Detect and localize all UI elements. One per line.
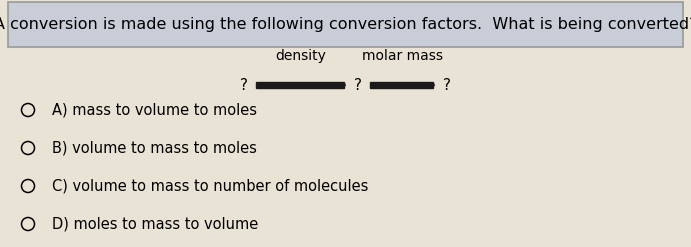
Text: ?: ? [240, 78, 248, 92]
Text: D) moles to mass to volume: D) moles to mass to volume [53, 217, 258, 231]
FancyBboxPatch shape [8, 2, 683, 47]
Text: A conversion is made using the following conversion factors.  What is being conv: A conversion is made using the following… [0, 17, 691, 32]
Text: density: density [276, 49, 326, 63]
Text: ?: ? [354, 78, 362, 92]
Text: molar mass: molar mass [362, 49, 443, 63]
Bar [370, 82, 433, 88]
Text: C) volume to mass to number of molecules: C) volume to mass to number of molecules [53, 179, 369, 193]
Bar [256, 82, 344, 88]
Text: A) mass to volume to moles: A) mass to volume to moles [53, 103, 258, 118]
Text: ?: ? [443, 78, 451, 92]
Text: B) volume to mass to moles: B) volume to mass to moles [53, 141, 257, 156]
